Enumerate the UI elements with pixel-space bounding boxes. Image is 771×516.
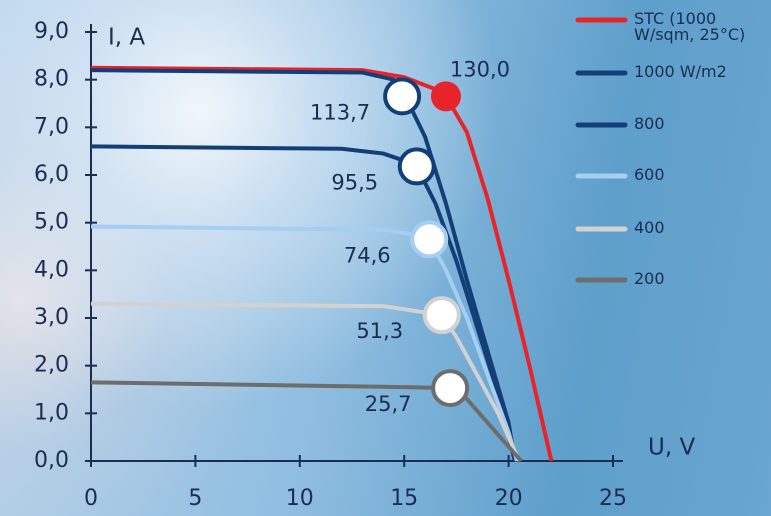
x-axis-label: U, V [648, 435, 695, 461]
y-axis-label: I, A [108, 25, 145, 51]
curve [90, 65, 554, 462]
curve [90, 144, 517, 462]
mpp-marker [431, 369, 470, 408]
curve [90, 68, 517, 462]
legend-label: 600 [634, 165, 665, 184]
mpp-marker [410, 220, 449, 259]
curve [90, 224, 519, 462]
x-tick-label: 20 [495, 486, 523, 511]
y-tick-label: 5,0 [34, 210, 69, 235]
x-tick-label: 25 [599, 486, 627, 511]
y-tick-label: 1,0 [34, 400, 69, 425]
legend-label: 400 [634, 218, 665, 237]
y-tick-label: 3,0 [34, 305, 69, 330]
y-tick-label: 0,0 [34, 448, 69, 473]
mpp-marker [383, 77, 422, 116]
y-tick-label: 7,0 [34, 114, 69, 139]
mpp-label: 74,6 [344, 243, 391, 267]
x-tick-label: 15 [390, 486, 418, 511]
mpp-label: 95,5 [331, 170, 378, 194]
y-tick-label: 6,0 [34, 162, 69, 187]
y-tick-label: 2,0 [34, 353, 69, 378]
legend-label: 200 [634, 269, 665, 288]
legend-label: STC (1000 W/sqm, 25°C) [634, 9, 746, 44]
x-tick-label: 0 [84, 486, 98, 511]
legend-label: 800 [634, 114, 665, 133]
x-tick-label: 5 [188, 486, 202, 511]
x-tick-label: 10 [286, 486, 314, 511]
mpp-marker [422, 296, 461, 335]
mpp-marker [430, 81, 461, 112]
legend-label: 1000 W/m2 [634, 62, 727, 81]
curve [90, 380, 523, 463]
y-tick-label: 8,0 [34, 67, 69, 92]
mpp-label: 113,7 [310, 100, 370, 124]
y-tick-label: 4,0 [34, 257, 69, 282]
mpp-label: 51,3 [356, 319, 403, 343]
mpp-label: 130,0 [450, 57, 510, 81]
mpp-marker [397, 147, 436, 186]
y-tick-label: 9,0 [34, 19, 69, 44]
mpp-label: 25,7 [365, 392, 412, 416]
